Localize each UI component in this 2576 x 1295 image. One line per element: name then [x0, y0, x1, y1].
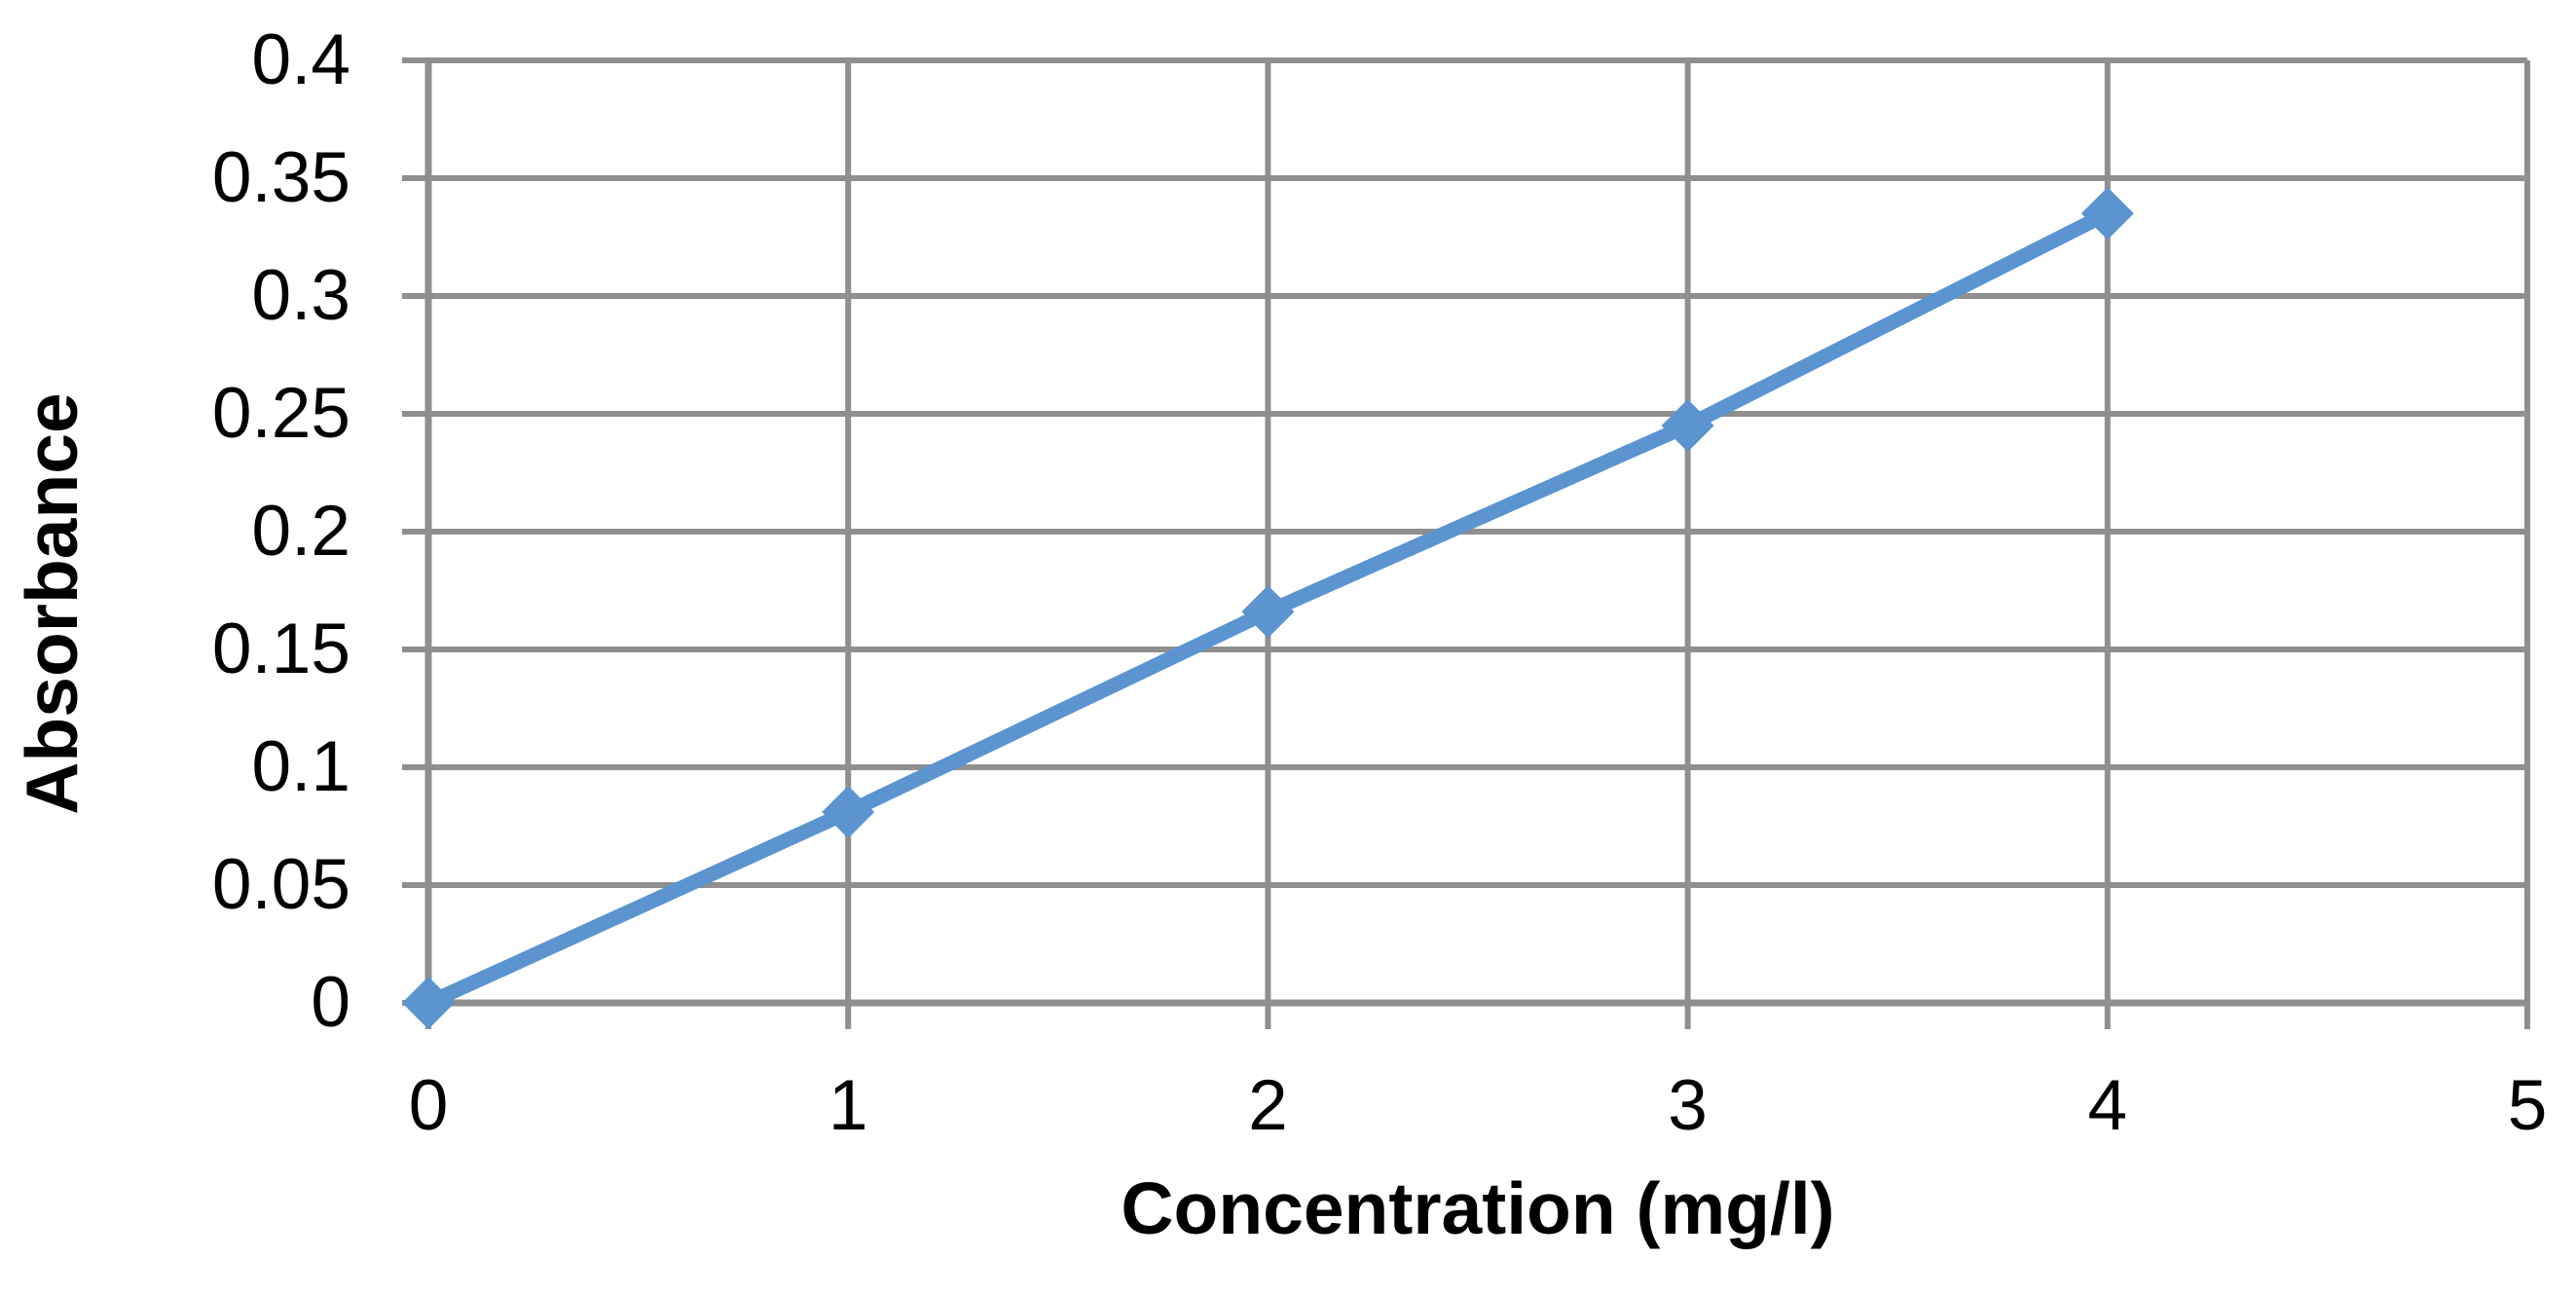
- x-tick-label-5: 5: [2507, 1066, 2548, 1145]
- y-tick-label-0.3: 0.3: [251, 256, 350, 335]
- diamond-marker: [822, 785, 875, 838]
- y-tick-label-0.2: 0.2: [251, 492, 350, 571]
- y-tick-label-0.15: 0.15: [211, 610, 350, 688]
- diamond-marker: [402, 977, 455, 1029]
- diamond-marker: [1661, 399, 1714, 453]
- y-tick-label-0.4: 0.4: [251, 20, 350, 99]
- y-axis-title: Absorbance: [11, 392, 92, 815]
- x-tick-label-3: 3: [1668, 1066, 1708, 1145]
- y-tick-label-0.1: 0.1: [251, 727, 350, 806]
- x-axis-title: Concentration (mg/l): [1121, 1167, 1835, 1249]
- x-tick-label-2: 2: [1248, 1066, 1288, 1145]
- x-tick-label-1: 1: [828, 1066, 868, 1145]
- diamond-marker: [2080, 187, 2134, 240]
- y-tick-label-0.25: 0.25: [211, 374, 350, 453]
- x-tick-label-0: 0: [408, 1066, 449, 1145]
- y-tick-label-0.35: 0.35: [211, 138, 350, 217]
- x-tick-label-4: 4: [2087, 1066, 2128, 1145]
- diamond-marker: [1241, 585, 1295, 639]
- y-tick-label-0.05: 0.05: [211, 845, 350, 924]
- y-tick-label-0: 0: [311, 963, 350, 1042]
